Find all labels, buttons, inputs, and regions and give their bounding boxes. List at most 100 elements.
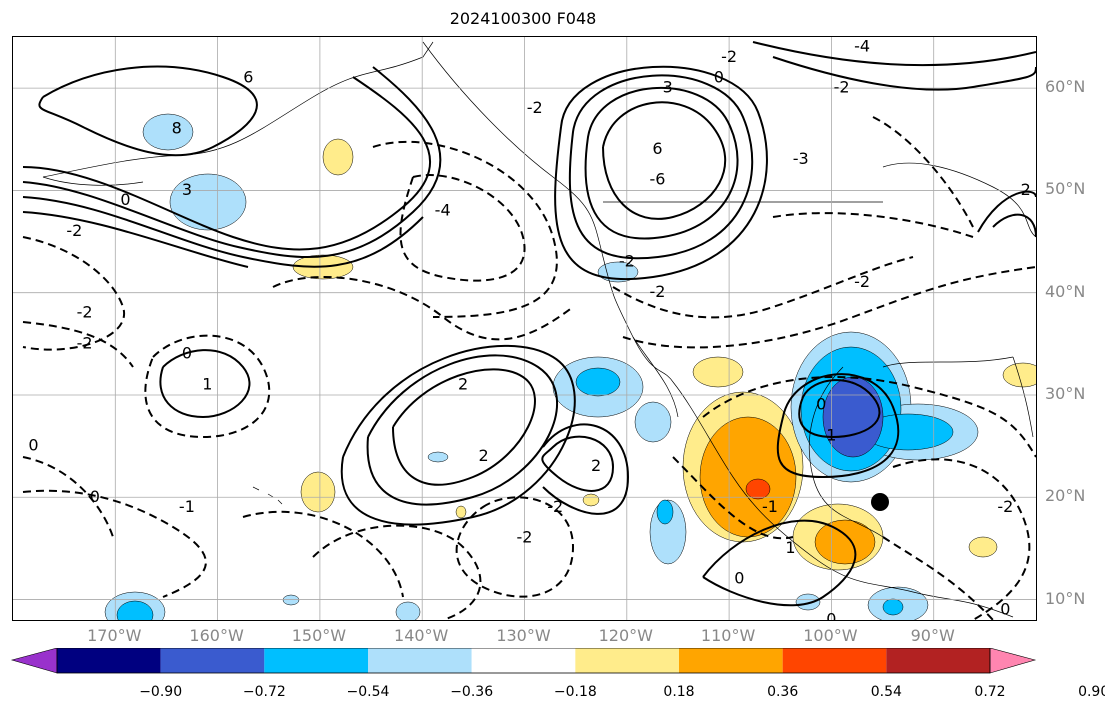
negative-contour	[312, 524, 482, 620]
contour-label: -2	[77, 303, 93, 322]
colorbar-frame	[56, 648, 991, 674]
storm-center-marker	[871, 493, 889, 511]
colorbar-tick-label: 0.36	[767, 684, 799, 700]
colorbar-segment	[886, 648, 990, 673]
positive-contour	[38, 65, 258, 157]
colorbar-segment	[679, 648, 783, 673]
contour-label: 0	[90, 487, 100, 506]
negative-contour	[22, 489, 207, 598]
negative-contour	[872, 116, 974, 228]
contour-label: -2	[650, 282, 666, 301]
contour-label: -2	[517, 528, 533, 547]
positive-contour	[752, 41, 1036, 67]
anomaly-patch	[1002, 362, 1036, 388]
contour-label: -2	[66, 221, 82, 240]
positive-contour	[22, 211, 249, 268]
anomaly-patch	[822, 376, 884, 458]
negative-contour	[22, 321, 134, 368]
anomaly-patch	[795, 593, 821, 611]
contour-label: 0	[826, 610, 836, 621]
negative-contour	[702, 376, 1036, 458]
colorbar-extend-high	[989, 648, 1037, 674]
colorbar-tick-label: 0.18	[663, 684, 695, 700]
negative-contour	[272, 276, 574, 341]
colorbar-segment	[160, 648, 265, 673]
longitude-label: 160°W	[189, 626, 244, 645]
colorbar-segment	[782, 648, 887, 673]
anomaly-shading	[104, 113, 1036, 620]
negative-contour	[882, 536, 994, 620]
colorbar-tick-label: 0.72	[974, 684, 1006, 700]
positive-contour	[772, 56, 1036, 91]
longitude-label: 120°W	[598, 626, 653, 645]
contour-label: -4	[435, 200, 451, 219]
contour-label: 0	[182, 344, 192, 363]
negative-contour	[892, 458, 1031, 620]
contour-label: 8	[172, 119, 182, 138]
contour-lines	[22, 41, 1036, 620]
latitude-label: 20°N	[1045, 486, 1086, 506]
contour-label: -1	[762, 497, 778, 516]
contour-label: -6	[650, 170, 666, 189]
contour-label: -2	[854, 272, 870, 291]
coastline	[252, 486, 283, 505]
negative-contour	[622, 266, 1036, 349]
colorbar-segment	[575, 648, 679, 673]
anomaly-patch	[142, 113, 194, 151]
anomaly-patch	[575, 367, 621, 397]
longitude-label: 150°W	[291, 626, 347, 645]
latitude-label: 60°N	[1045, 77, 1086, 97]
positive-contour	[702, 519, 857, 607]
contour-label: 2	[1021, 180, 1031, 199]
anomaly-patch	[692, 356, 744, 388]
coastline	[632, 336, 1014, 618]
contour-label: 2	[478, 446, 488, 465]
positive-contour	[392, 368, 536, 486]
colorbar-tick-label: −0.54	[346, 684, 390, 700]
coastline	[42, 176, 144, 186]
positive-contour	[22, 196, 424, 268]
anomaly-patch	[814, 519, 876, 565]
coastline	[42, 41, 434, 178]
latitude-label: 40°N	[1045, 281, 1086, 301]
map-panel: 6 8 3 0 -2 -2 -2 0 1 0 0 -1 -4 2 2 2 -2 -2 3 0 6 -6 -2 -2 -3 -2 -4…	[12, 36, 1037, 621]
positive-contour	[22, 66, 442, 258]
anomaly-patch	[745, 478, 771, 500]
anomaly-patch	[455, 505, 467, 519]
positive-contour	[568, 74, 754, 260]
anomaly-patch	[282, 594, 300, 606]
contour-label: 0	[734, 569, 744, 588]
coastline	[1012, 356, 1034, 438]
positive-contour	[542, 423, 630, 515]
positive-contour	[554, 65, 768, 281]
contour-label: 0	[714, 67, 724, 86]
contour-label: 1	[202, 374, 212, 393]
positive-contour	[798, 379, 881, 439]
colorbar-segment	[57, 648, 161, 673]
contour-label: 6	[652, 139, 662, 158]
negative-contour	[612, 256, 914, 319]
lat-lon-grid	[13, 37, 1036, 620]
contour-label: -4	[854, 37, 870, 56]
positive-contour	[602, 101, 727, 220]
contour-label: 0	[816, 395, 826, 414]
negative-contour	[455, 496, 575, 598]
negative-contour	[672, 456, 794, 540]
contour-label: 1	[826, 425, 836, 444]
anomaly-patch	[656, 499, 674, 525]
positive-contour	[22, 76, 432, 251]
longitude-label: 130°W	[496, 626, 551, 645]
contour-label: 3	[663, 78, 673, 97]
latitude-label: 50°N	[1045, 179, 1086, 199]
contour-label: 0	[28, 436, 38, 455]
colorbar-tick-label: −0.18	[553, 684, 597, 700]
anomaly-patch	[427, 451, 449, 463]
anomaly-patch	[968, 536, 998, 558]
negative-contour	[22, 236, 126, 351]
coastline	[422, 41, 674, 383]
anomaly-patch	[116, 600, 154, 620]
contour-label: 6	[243, 67, 253, 86]
positive-contour	[340, 344, 576, 526]
negative-contour	[144, 334, 271, 439]
contour-label: -2	[77, 333, 93, 352]
